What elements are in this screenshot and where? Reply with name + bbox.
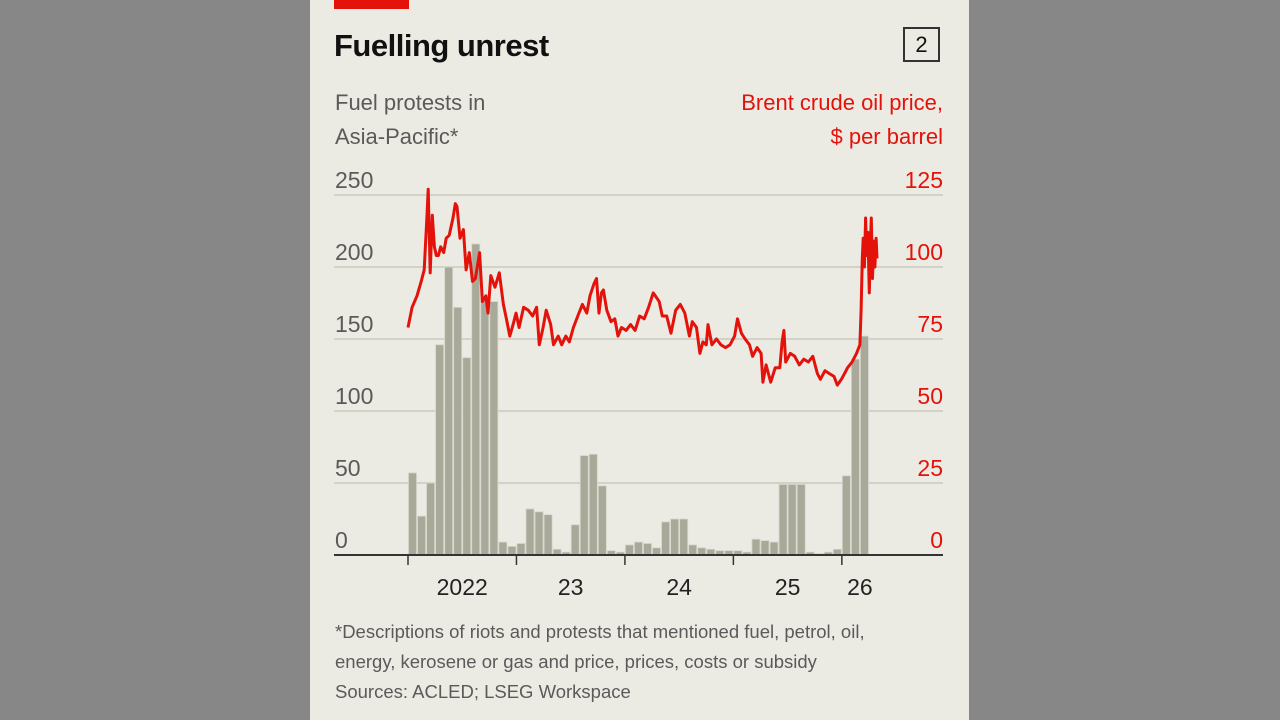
left-axis-label-line-2: Asia-Pacific* bbox=[335, 124, 459, 149]
protest-bar bbox=[625, 544, 634, 556]
left-axis-label-line-1: Fuel protests in bbox=[335, 90, 486, 115]
right-tick-label: 125 bbox=[905, 167, 943, 193]
x-tick-label: 23 bbox=[558, 574, 584, 600]
protest-bar bbox=[588, 453, 598, 556]
left-tick-label: 100 bbox=[335, 383, 373, 409]
protest-bar bbox=[670, 518, 680, 556]
protest-bar bbox=[679, 518, 689, 556]
x-tick-label: 26 bbox=[847, 574, 873, 600]
left-tick-label: 250 bbox=[335, 167, 373, 193]
right-tick-label: 25 bbox=[917, 455, 943, 481]
x-tick-label: 25 bbox=[775, 574, 801, 600]
protest-bar bbox=[570, 524, 580, 556]
footnote-sources: Sources: ACLED; LSEG Workspace bbox=[335, 681, 631, 702]
protest-bar bbox=[796, 484, 806, 556]
right-tick-label: 50 bbox=[917, 383, 943, 409]
left-tick-label: 150 bbox=[335, 311, 373, 337]
footnote-definition-line-1: *Descriptions of riots and protests that… bbox=[335, 621, 865, 642]
right-tick-label: 0 bbox=[930, 527, 943, 553]
protest-bar bbox=[850, 358, 860, 556]
protest-bar bbox=[408, 472, 417, 556]
protest-bar bbox=[462, 357, 472, 556]
protest-bar bbox=[543, 514, 553, 556]
left-tick-label: 200 bbox=[335, 239, 373, 265]
protest-bar bbox=[579, 455, 589, 556]
x-tick-label: 24 bbox=[666, 574, 692, 600]
protest-bar bbox=[444, 266, 454, 556]
protest-bar bbox=[751, 538, 761, 556]
protest-bar bbox=[634, 541, 643, 556]
right-axis-label: Brent crude oil price, $ per barrel bbox=[643, 86, 943, 154]
protest-bar bbox=[643, 543, 652, 556]
protest-bar bbox=[525, 508, 535, 556]
protest-bar bbox=[787, 484, 797, 556]
x-tick-label: 2022 bbox=[437, 574, 488, 600]
protest-bar bbox=[661, 521, 671, 556]
protest-bar bbox=[778, 484, 788, 556]
protest-bar bbox=[417, 515, 426, 556]
right-axis-label-line-1: Brent crude oil price, bbox=[741, 90, 943, 115]
protest-bar bbox=[435, 344, 445, 556]
protest-bar bbox=[516, 543, 526, 556]
protest-bar bbox=[597, 485, 607, 556]
protest-bar bbox=[769, 541, 779, 556]
brand-accent-bar bbox=[334, 0, 409, 9]
brent-price-line bbox=[406, 187, 879, 387]
protest-bar bbox=[471, 243, 481, 556]
protest-bar bbox=[507, 545, 517, 556]
protest-bar bbox=[841, 475, 851, 556]
protest-bar bbox=[652, 547, 661, 556]
right-axis-label-line-2: $ per barrel bbox=[830, 124, 943, 149]
left-tick-label: 0 bbox=[335, 527, 348, 553]
protest-bar bbox=[760, 540, 770, 556]
chart-title: Fuelling unrest bbox=[334, 28, 549, 63]
protest-bar bbox=[453, 306, 463, 556]
protest-bar bbox=[498, 541, 508, 556]
protest-bar bbox=[697, 547, 707, 556]
left-axis-label: Fuel protests in Asia-Pacific* bbox=[335, 86, 595, 154]
protest-bar bbox=[688, 544, 698, 556]
left-tick-label: 50 bbox=[335, 455, 361, 481]
footnote-definition-line-2: energy, kerosene or gas and price, price… bbox=[335, 651, 817, 672]
footnote: *Descriptions of riots and protests that… bbox=[335, 617, 955, 707]
protest-bar bbox=[860, 335, 869, 556]
chart-number-badge: 2 bbox=[903, 27, 940, 62]
chart-card: Fuelling unrest 2 Fuel protests in Asia-… bbox=[310, 0, 969, 720]
protest-bar bbox=[489, 301, 499, 556]
protest-bar bbox=[480, 298, 490, 556]
right-tick-label: 75 bbox=[917, 311, 943, 337]
protest-bar bbox=[426, 482, 436, 556]
right-tick-label: 100 bbox=[905, 239, 943, 265]
protest-bar bbox=[534, 511, 544, 556]
